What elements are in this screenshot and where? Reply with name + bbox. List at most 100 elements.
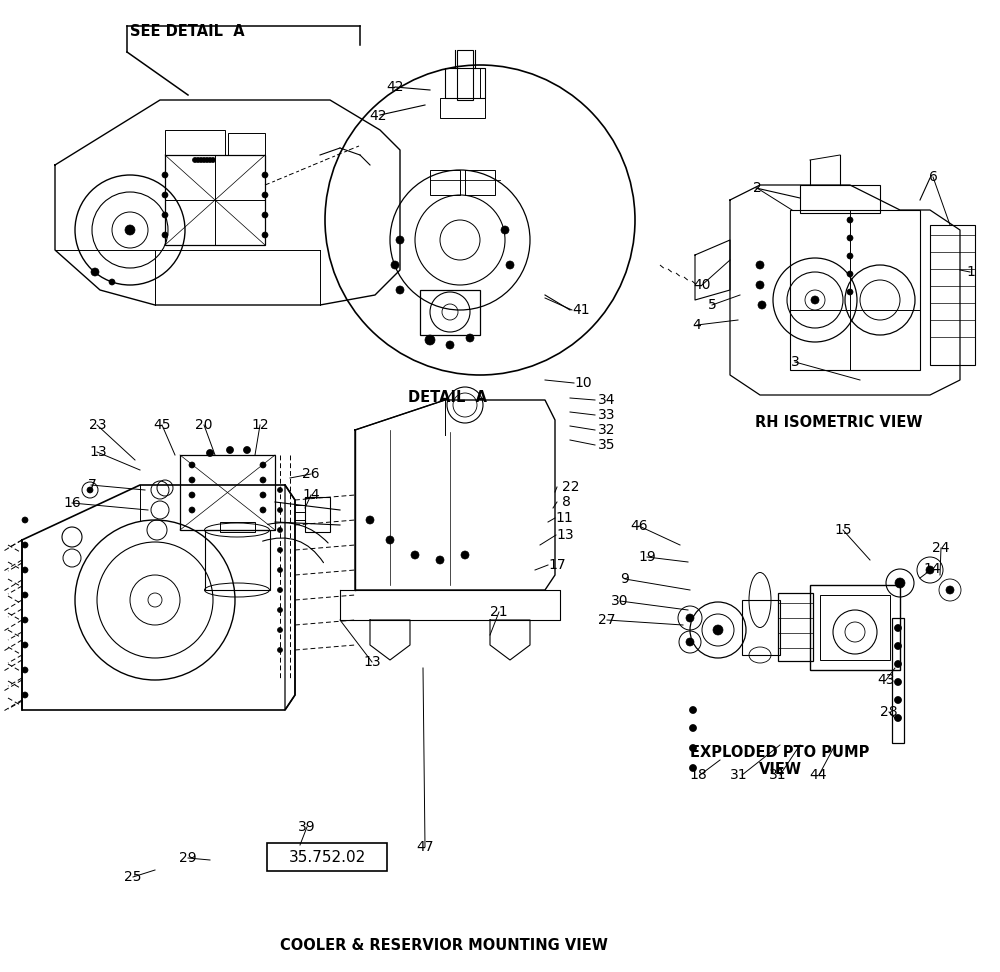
Circle shape [109, 279, 115, 285]
Text: 25: 25 [124, 870, 142, 884]
Text: 15: 15 [834, 523, 852, 537]
Circle shape [205, 157, 210, 162]
Text: SEE DETAIL  A: SEE DETAIL A [130, 24, 245, 39]
Bar [440, 98, 485, 118]
Bar [778, 593, 813, 661]
Circle shape [22, 617, 28, 623]
Circle shape [461, 551, 469, 559]
Text: 3: 3 [791, 355, 799, 369]
Text: DETAIL  A: DETAIL A [408, 390, 487, 405]
Text: 9: 9 [621, 572, 629, 586]
Bar [165, 155, 265, 245]
Circle shape [22, 667, 28, 673]
Text: 42: 42 [386, 80, 404, 94]
Circle shape [278, 568, 283, 573]
Circle shape [278, 628, 283, 633]
Circle shape [847, 253, 853, 259]
Bar [820, 595, 890, 660]
Text: 17: 17 [548, 558, 566, 572]
Circle shape [148, 593, 162, 607]
Circle shape [162, 192, 168, 198]
Circle shape [162, 232, 168, 238]
Circle shape [278, 507, 283, 512]
Circle shape [91, 268, 99, 276]
Text: 13: 13 [556, 528, 574, 542]
Circle shape [162, 212, 168, 218]
Text: 16: 16 [63, 496, 81, 510]
Circle shape [391, 261, 399, 269]
Bar [445, 68, 485, 98]
Text: 14: 14 [923, 562, 941, 576]
Text: 35: 35 [598, 438, 616, 452]
Circle shape [895, 697, 902, 704]
Circle shape [811, 296, 819, 304]
Text: 28: 28 [880, 705, 898, 719]
Circle shape [22, 592, 28, 598]
Circle shape [690, 745, 696, 751]
Bar [892, 618, 904, 743]
Text: 6: 6 [929, 170, 937, 184]
Circle shape [192, 157, 198, 162]
Text: 12: 12 [251, 418, 269, 432]
Text: 41: 41 [572, 303, 590, 317]
Circle shape [847, 217, 853, 223]
Circle shape [690, 765, 696, 772]
Text: 30: 30 [611, 594, 629, 608]
Bar [205, 530, 270, 590]
Text: 24: 24 [932, 541, 950, 555]
Circle shape [366, 516, 374, 524]
Circle shape [189, 492, 195, 498]
Text: RH ISOMETRIC VIEW: RH ISOMETRIC VIEW [755, 415, 922, 430]
Circle shape [207, 449, 214, 457]
Circle shape [189, 507, 195, 513]
Circle shape [278, 587, 283, 593]
Text: 47: 47 [416, 840, 434, 854]
Bar [457, 50, 473, 100]
Circle shape [196, 157, 200, 162]
Circle shape [895, 714, 902, 721]
Bar [930, 225, 975, 365]
Circle shape [895, 678, 902, 685]
Text: 45: 45 [153, 418, 171, 432]
Circle shape [22, 692, 28, 698]
Text: 19: 19 [638, 550, 656, 564]
Circle shape [425, 335, 435, 345]
Circle shape [22, 517, 28, 523]
Text: 46: 46 [630, 519, 648, 533]
Circle shape [87, 487, 93, 493]
Text: 31: 31 [730, 768, 748, 782]
Circle shape [690, 724, 696, 732]
Bar [800, 185, 880, 213]
Circle shape [686, 614, 694, 622]
Circle shape [189, 477, 195, 483]
Text: 21: 21 [490, 605, 508, 619]
Text: 18: 18 [689, 768, 707, 782]
Text: 13: 13 [363, 655, 381, 669]
Circle shape [758, 301, 766, 309]
Circle shape [262, 212, 268, 218]
Bar [465, 170, 495, 195]
Bar [305, 497, 330, 532]
Circle shape [208, 157, 212, 162]
Circle shape [411, 551, 419, 559]
Circle shape [396, 286, 404, 294]
Circle shape [189, 462, 195, 468]
Text: 43: 43 [877, 673, 895, 687]
Text: 27: 27 [598, 613, 616, 627]
Bar [228, 133, 265, 155]
Text: 10: 10 [574, 376, 592, 390]
Bar [165, 130, 225, 155]
Circle shape [262, 192, 268, 198]
Circle shape [847, 235, 853, 241]
Circle shape [756, 281, 764, 289]
Text: 13: 13 [89, 445, 107, 459]
Circle shape [226, 446, 234, 454]
Circle shape [260, 462, 266, 468]
Text: 35.752.02: 35.752.02 [288, 850, 366, 864]
Circle shape [895, 661, 902, 668]
Circle shape [436, 556, 444, 564]
Circle shape [847, 289, 853, 295]
Circle shape [847, 271, 853, 277]
Circle shape [756, 261, 764, 269]
Text: 8: 8 [562, 495, 571, 509]
